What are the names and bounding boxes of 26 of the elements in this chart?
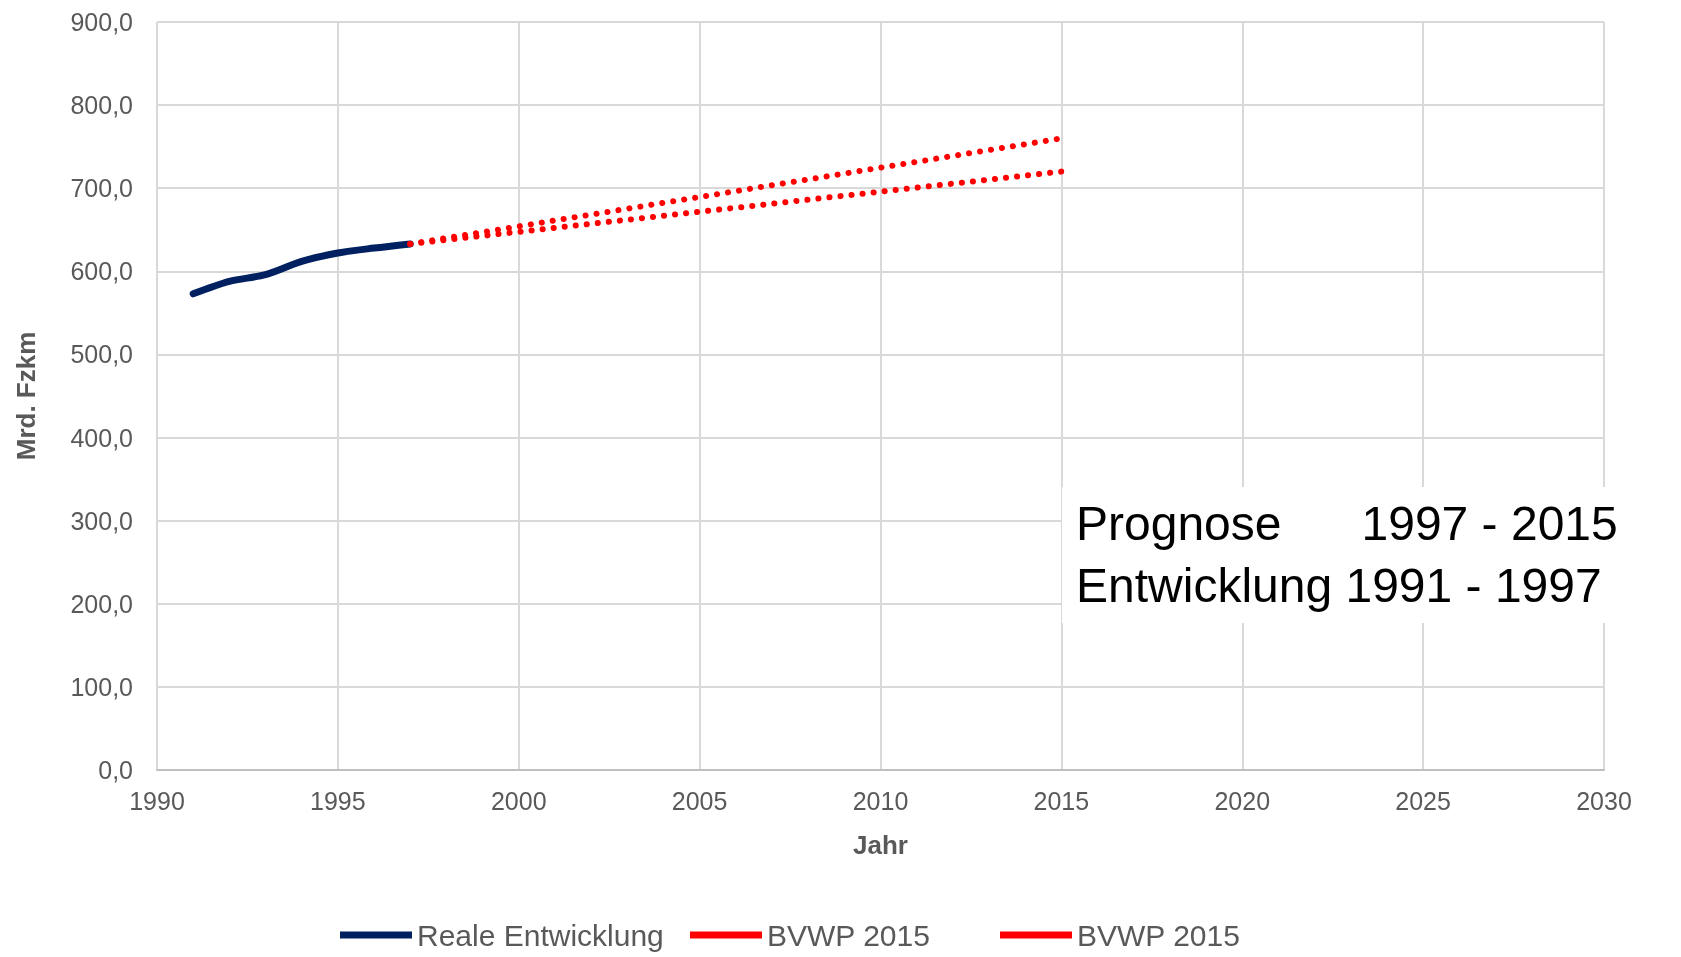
y-tick-label: 500,0 — [70, 340, 133, 369]
legend-label: BVWP 2015 — [1077, 918, 1240, 952]
legend-label: BVWP 2015 — [767, 918, 930, 952]
x-tick-label: 2030 — [1576, 786, 1632, 815]
y-tick-label: 700,0 — [70, 174, 133, 203]
y-axis-title: Mrd. Fzkm — [11, 331, 41, 461]
y-tick-label: 600,0 — [70, 257, 133, 286]
x-tick-label: 2010 — [852, 786, 909, 815]
x-tick-label: 2025 — [1395, 786, 1451, 815]
x-tick-label: 2000 — [490, 786, 547, 815]
x-tick-label: 2005 — [671, 786, 728, 815]
x-tick-label: 2020 — [1214, 786, 1271, 815]
y-tick-label: 100,0 — [70, 672, 133, 701]
x-tick-label: 1990 — [129, 786, 185, 815]
x-axis-title: Jahr — [853, 830, 908, 860]
annotation: Entwicklung 1991 - 1997 — [1076, 558, 1603, 614]
y-tick-label: 0,0 — [98, 756, 133, 784]
legend-label: Reale Entwicklung — [417, 918, 664, 952]
y-tick-label: 200,0 — [70, 589, 133, 618]
y-tick-label: 300,0 — [70, 506, 133, 535]
annotation: Prognose 1997 - 2015 — [1076, 496, 1618, 552]
y-tick-label: 400,0 — [70, 423, 133, 452]
x-tick-label: 1995 — [310, 786, 366, 815]
y-tick-label: 800,0 — [70, 91, 133, 120]
x-tick-label: 2015 — [1033, 786, 1090, 815]
y-tick-label: 900,0 — [70, 8, 133, 36]
